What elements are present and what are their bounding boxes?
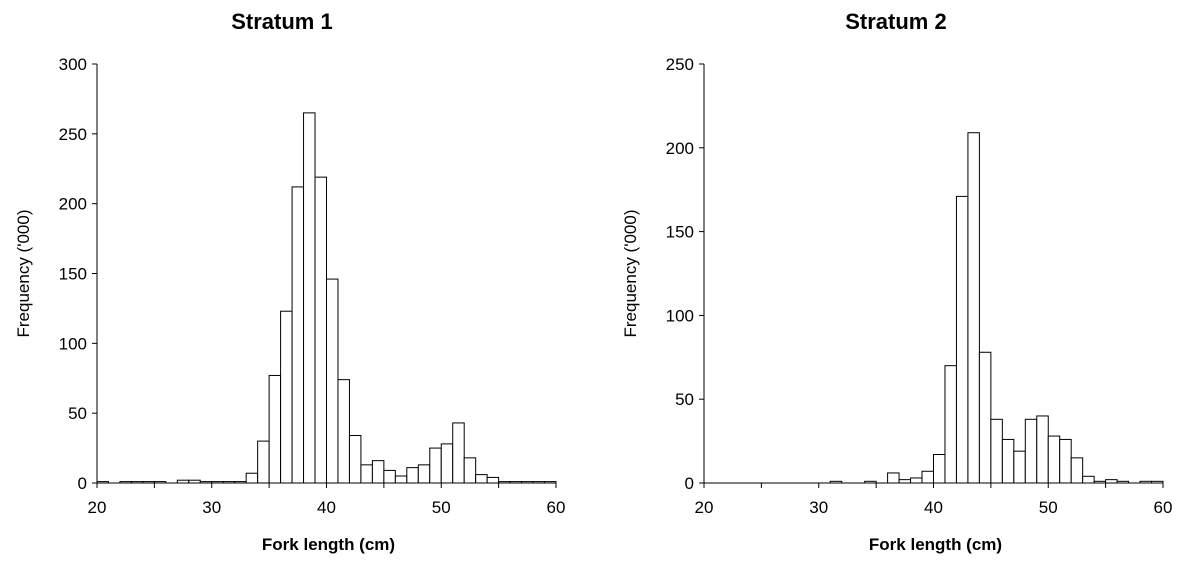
histogram-bar — [967, 132, 980, 484]
y-tick-label: 200 — [59, 195, 87, 214]
histogram-bar — [268, 374, 282, 484]
histogram-bar — [429, 447, 442, 484]
y-tick-label: 50 — [675, 390, 694, 409]
histogram-bar — [337, 379, 350, 484]
histogram-bar — [417, 464, 431, 484]
x-tick-label: 50 — [432, 498, 451, 517]
x-axis-title: Fork length (cm) — [869, 535, 1002, 554]
y-tick-label: 250 — [59, 125, 87, 144]
histogram-bar — [463, 457, 477, 484]
chart-svg-stratum-1: Stratum 1 0 50 100 150 200 250 300 20 30 40 50 60 For… — [14, 9, 566, 554]
histogram-bar — [921, 470, 934, 484]
histogram-bar — [326, 278, 339, 484]
histogram-bar — [303, 112, 316, 484]
histogram-bar — [383, 469, 396, 484]
histogram-bar — [955, 195, 969, 484]
histogram-bar — [910, 477, 923, 484]
y-tick-label: 100 — [59, 334, 87, 353]
x-tick-label: 60 — [547, 498, 566, 517]
histogram-bar — [1105, 479, 1118, 484]
histogram-bar — [1047, 435, 1061, 484]
histogram-bar — [1036, 415, 1049, 484]
x-tick-label: 30 — [202, 498, 221, 517]
histogram-bar — [394, 475, 408, 484]
histogram-bar — [486, 476, 500, 484]
histogram-bar — [1082, 475, 1095, 484]
x-tick-label: 60 — [1154, 498, 1173, 517]
histogram-bar — [371, 460, 385, 484]
x-tick-label: 40 — [317, 498, 336, 517]
x-tick-label: 30 — [809, 498, 828, 517]
x-tick-label: 50 — [1039, 498, 1058, 517]
histogram-bar — [257, 440, 270, 484]
y-tick-label: 50 — [68, 404, 87, 423]
histogram-bar — [360, 464, 373, 484]
histogram-bar — [406, 467, 419, 484]
y-tick-label: 0 — [78, 474, 87, 493]
y-tick-label: 0 — [685, 474, 694, 493]
x-tick-label: 20 — [88, 498, 107, 517]
x-tick-label: 20 — [695, 498, 714, 517]
chart-svg-stratum-2: Stratum 2 0 50 100 150 200 250 20 30 40 50 60 Fork l… — [621, 9, 1173, 554]
histogram-bar — [314, 176, 327, 484]
y-tick-label: 200 — [666, 139, 694, 158]
histogram-bar — [245, 472, 259, 484]
x-axis-title: Fork length (cm) — [262, 535, 395, 554]
y-tick-label: 150 — [59, 265, 87, 284]
y-tick-label: 150 — [666, 223, 694, 242]
chart-title: Stratum 1 — [231, 9, 332, 34]
chart-title: Stratum 2 — [845, 9, 946, 34]
histogram-bar — [990, 418, 1003, 484]
x-tick-label: 40 — [924, 498, 943, 517]
histogram-bar — [1070, 457, 1084, 484]
y-axis-title: Frequency ('000) — [621, 210, 640, 338]
histogram-bar — [933, 454, 946, 484]
histogram-bar — [887, 472, 900, 484]
y-tick-label: 250 — [666, 55, 694, 74]
histogram-bar — [440, 443, 454, 484]
histogram-bar — [348, 435, 362, 484]
histogram-bar — [978, 351, 992, 484]
histogram-bar — [898, 479, 912, 484]
histogram-bar — [452, 422, 465, 484]
histogram-bar — [1024, 418, 1038, 484]
chart-panel-stratum-1: Stratum 1 0 50 100 150 200 250 300 20 30 40 50 60 For… — [14, 9, 566, 554]
y-axis-title: Frequency ('000) — [14, 210, 33, 338]
histogram-bar — [280, 310, 293, 484]
y-tick-label: 100 — [666, 306, 694, 325]
histogram-bar — [1013, 450, 1026, 484]
y-tick-label: 300 — [59, 55, 87, 74]
chart-panel-stratum-2: Stratum 2 0 50 100 150 200 250 20 30 40 50 60 Fork l… — [596, 0, 1192, 565]
histogram-bar — [475, 474, 488, 484]
histogram-bar — [944, 365, 957, 484]
histogram-bar — [291, 186, 305, 484]
histogram-bar — [1059, 438, 1072, 484]
histogram-bar — [1001, 438, 1015, 484]
